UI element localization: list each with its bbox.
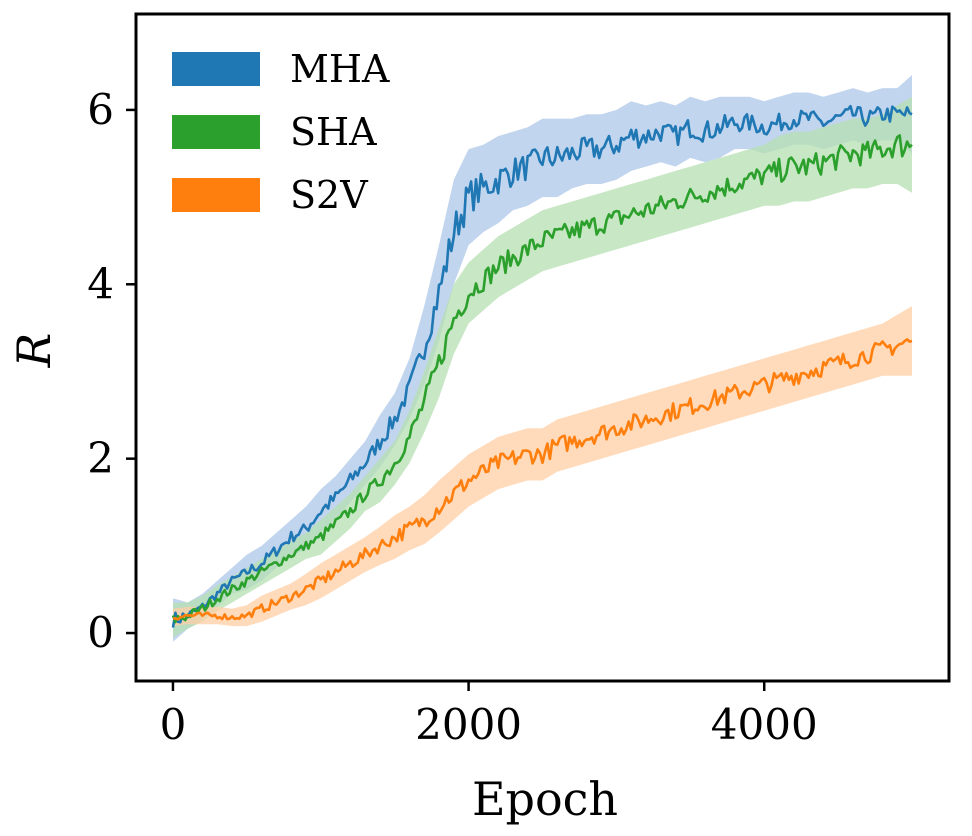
mha-legend-swatch bbox=[172, 52, 260, 86]
mha-legend-label: MHA bbox=[290, 47, 390, 91]
sha-legend-label: SHA bbox=[290, 110, 377, 154]
s2v-legend-swatch bbox=[172, 178, 260, 212]
y-tick-label: 6 bbox=[87, 85, 114, 134]
mha-line bbox=[171, 104, 913, 628]
s2v-band bbox=[173, 306, 912, 627]
x-tick-label: 0 bbox=[160, 700, 187, 749]
y-tick-label: 4 bbox=[87, 259, 114, 308]
y-axis-ticks: 0 2 4 6 bbox=[87, 85, 136, 657]
y-axis-title: R bbox=[7, 333, 61, 369]
x-axis-title: Epoch bbox=[472, 772, 618, 826]
x-axis-ticks: 0 2000 4000 bbox=[160, 681, 818, 749]
plot-frame bbox=[134, 12, 951, 683]
s2v-legend-label: S2V bbox=[290, 173, 368, 217]
x-tick-label: 2000 bbox=[415, 700, 522, 749]
legend: MHA SHA S2V bbox=[172, 47, 390, 217]
y-tick-label: 2 bbox=[87, 434, 114, 483]
sha-line bbox=[171, 134, 913, 624]
sha-legend-swatch bbox=[172, 115, 260, 149]
s2v-line bbox=[172, 338, 913, 621]
series-lines bbox=[171, 104, 913, 628]
x-tick-label: 4000 bbox=[711, 700, 818, 749]
y-tick-label: 0 bbox=[87, 608, 114, 657]
